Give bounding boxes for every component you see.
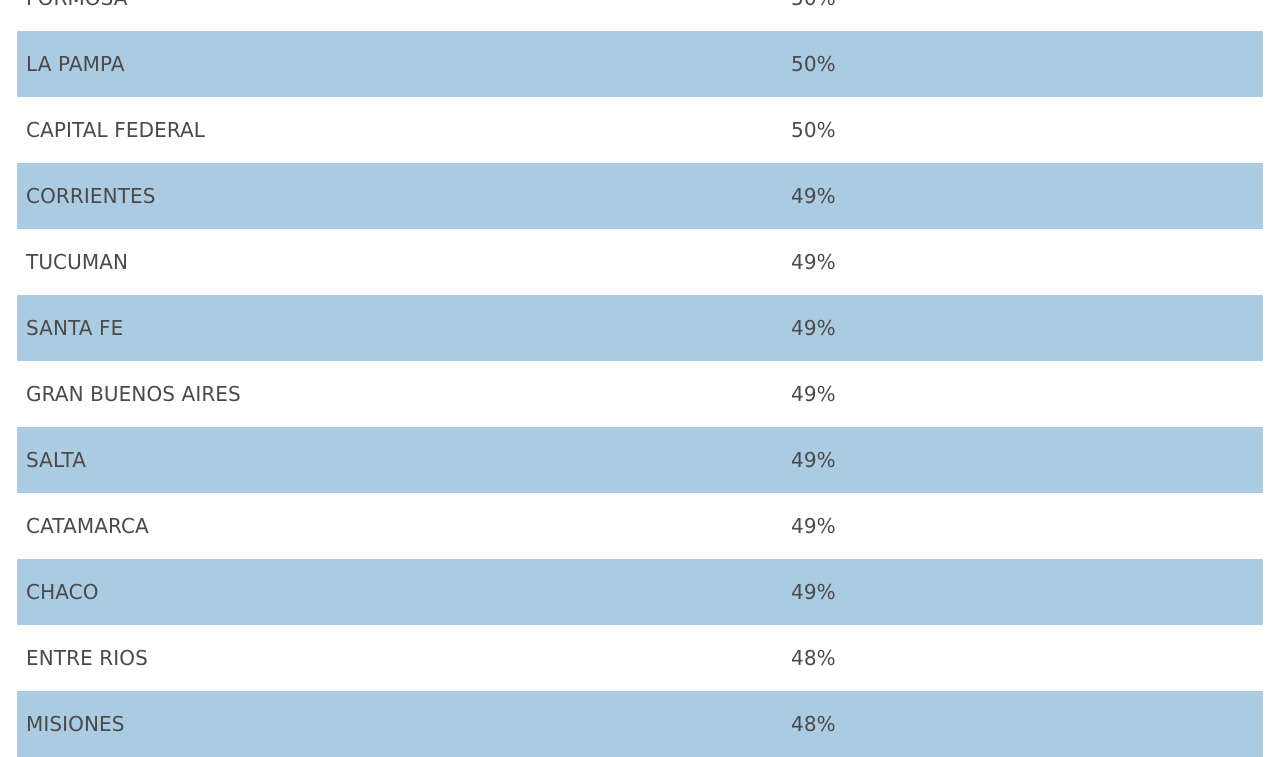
percentage-value: 49%	[791, 580, 836, 604]
percentage-value: 49%	[791, 382, 836, 406]
table-row: SALTA 49%	[17, 427, 1263, 493]
percentage-value: 49%	[791, 448, 836, 472]
percentage-value: 48%	[791, 712, 836, 736]
percentage-value: 49%	[791, 316, 836, 340]
percentage-value: 50%	[791, 0, 836, 31]
percentage-value: 49%	[791, 514, 836, 538]
table-row: FORMOSA 50%	[17, 0, 1263, 31]
province-name: FORMOSA	[26, 0, 128, 31]
province-name: CHACO	[26, 580, 99, 604]
province-name: MISIONES	[26, 712, 125, 736]
table-row: CORRIENTES 49%	[17, 163, 1263, 229]
province-name: ENTRE RIOS	[26, 646, 148, 670]
table-row: GRAN BUENOS AIRES 49%	[17, 361, 1263, 427]
table-row: ENTRE RIOS 48%	[17, 625, 1263, 691]
province-name: SALTA	[26, 448, 86, 472]
province-table: FORMOSA 50% LA PAMPA 50% CAPITAL FEDERAL…	[17, 0, 1263, 757]
province-name: TUCUMAN	[26, 250, 129, 274]
table-row: CAPITAL FEDERAL 50%	[17, 97, 1263, 163]
province-name: CAPITAL FEDERAL	[26, 118, 206, 142]
percentage-value: 50%	[791, 52, 836, 76]
province-name: SANTA FE	[26, 316, 124, 340]
table-row: CHACO 49%	[17, 559, 1263, 625]
percentage-value: 50%	[791, 118, 836, 142]
table-row: SANTA FE 49%	[17, 295, 1263, 361]
table-row: MISIONES 48%	[17, 691, 1263, 757]
table-row: LA PAMPA 50%	[17, 31, 1263, 97]
province-name: CATAMARCA	[26, 514, 149, 538]
table-row: CATAMARCA 49%	[17, 493, 1263, 559]
province-name: LA PAMPA	[26, 52, 125, 76]
province-name: CORRIENTES	[26, 184, 156, 208]
percentage-value: 48%	[791, 646, 836, 670]
percentage-value: 49%	[791, 184, 836, 208]
percentage-value: 49%	[791, 250, 836, 274]
province-name: GRAN BUENOS AIRES	[26, 382, 241, 406]
table-row: TUCUMAN 49%	[17, 229, 1263, 295]
